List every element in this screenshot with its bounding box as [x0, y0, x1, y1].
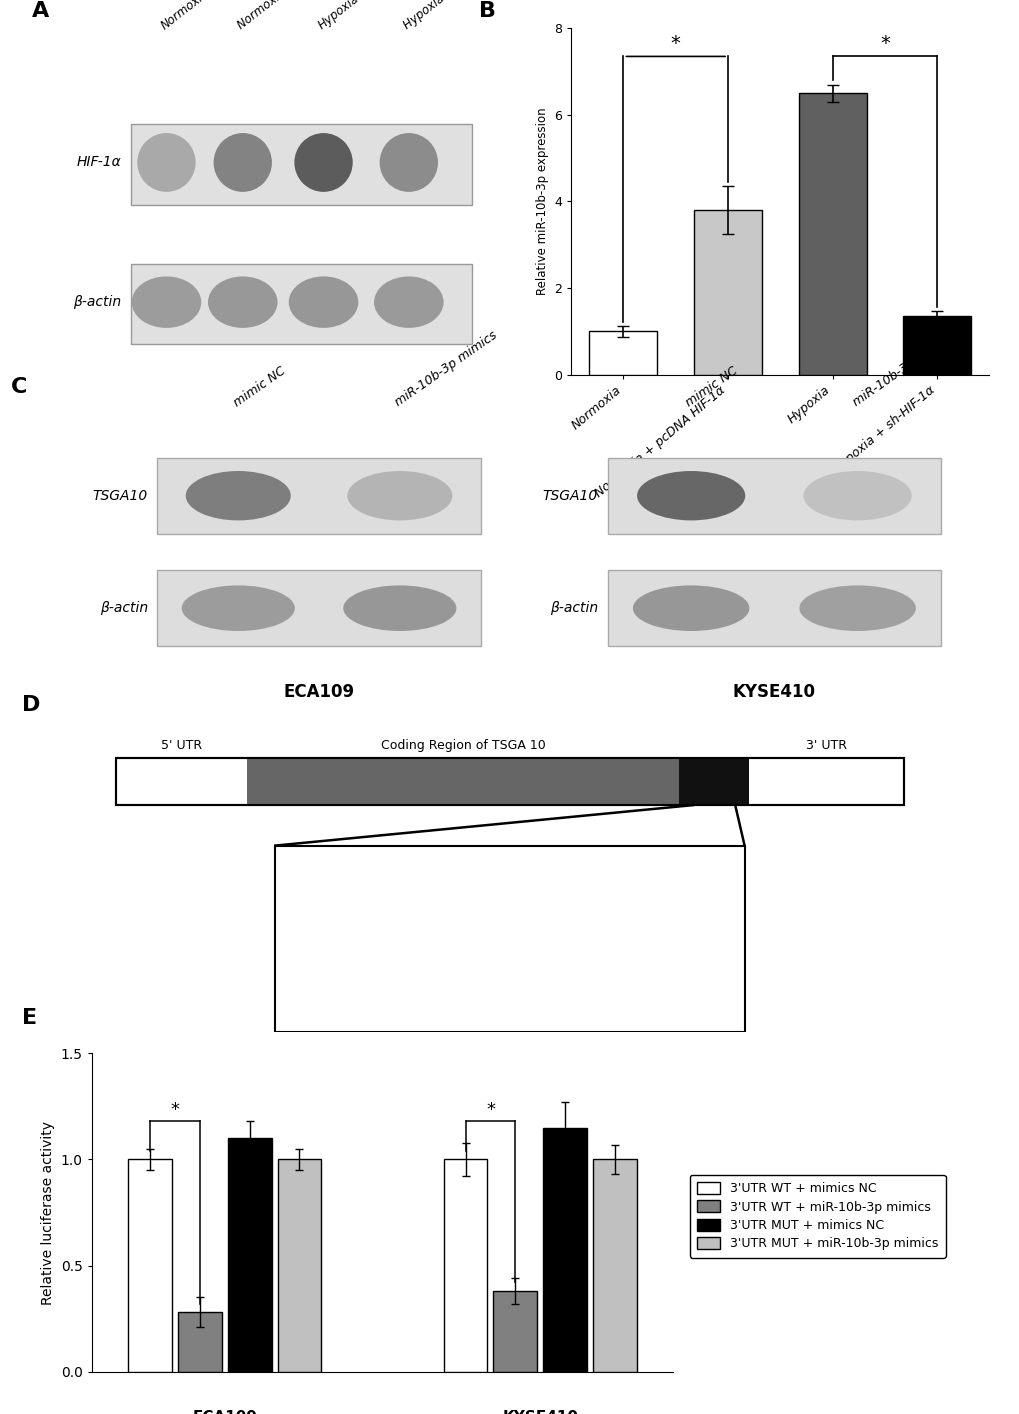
- Text: Hypoxia + sh-HIF-1α: Hypoxia + sh-HIF-1α: [400, 0, 504, 33]
- Text: Coding Region of TSGA 10: Coding Region of TSGA 10: [380, 740, 545, 752]
- Text: β-actin: β-actin: [73, 296, 121, 310]
- Text: ...U: ...U: [453, 984, 483, 998]
- Text: Normoxia: Normoxia: [158, 0, 211, 33]
- Text: TSGA10-MUT: TSGA10-MUT: [284, 984, 367, 998]
- Bar: [607, 570, 940, 646]
- Text: 3' UTR: 3' UTR: [805, 740, 847, 752]
- Text: A...: A...: [542, 932, 573, 946]
- Text: E: E: [22, 1008, 37, 1028]
- Bar: [543, 1128, 587, 1372]
- Bar: [157, 570, 480, 646]
- Text: β-actin: β-actin: [549, 601, 597, 615]
- Text: ECA109: ECA109: [192, 1410, 257, 1414]
- Ellipse shape: [347, 471, 451, 520]
- Ellipse shape: [799, 585, 915, 631]
- Bar: [679, 758, 749, 805]
- Text: TSGA10-WT: TSGA10-WT: [284, 880, 359, 894]
- Text: miR-10b-3p: miR-10b-3p: [284, 932, 357, 946]
- Y-axis label: Relative miR-10b-3p expression: Relative miR-10b-3p expression: [535, 107, 548, 296]
- Ellipse shape: [288, 277, 358, 328]
- Text: *: *: [879, 34, 889, 52]
- Text: C: C: [10, 378, 26, 397]
- Text: UUAGAC: UUAGAC: [489, 932, 534, 946]
- Text: *: *: [170, 1102, 179, 1120]
- Bar: [277, 1159, 321, 1372]
- Bar: [116, 758, 903, 805]
- Text: KYSE410: KYSE410: [501, 1410, 578, 1414]
- Ellipse shape: [803, 471, 911, 520]
- Bar: [227, 1138, 271, 1372]
- Text: TSGA10: TSGA10: [542, 489, 597, 503]
- Y-axis label: Relative luciferase activity: Relative luciferase activity: [41, 1120, 55, 1305]
- Text: ...C: ...C: [453, 932, 483, 946]
- Ellipse shape: [185, 471, 290, 520]
- Bar: [177, 1312, 221, 1372]
- Bar: [902, 317, 970, 375]
- Text: A...: A...: [542, 984, 573, 998]
- Text: β-actin: β-actin: [100, 601, 148, 615]
- Text: TTAGAC: TTAGAC: [489, 984, 534, 998]
- Text: miR-10b-3p mimics: miR-10b-3p mimics: [392, 328, 499, 409]
- Bar: [116, 758, 903, 805]
- Ellipse shape: [637, 471, 745, 520]
- Text: TSGA10: TSGA10: [93, 489, 148, 503]
- Text: Hypoxia: Hypoxia: [315, 0, 361, 33]
- Bar: [130, 263, 471, 345]
- Bar: [589, 331, 657, 375]
- Ellipse shape: [131, 277, 201, 328]
- Bar: [493, 1291, 537, 1372]
- Text: KYSE410: KYSE410: [733, 683, 815, 701]
- Bar: [593, 1159, 636, 1372]
- Ellipse shape: [374, 277, 443, 328]
- Text: B: B: [479, 1, 495, 21]
- Bar: [157, 458, 480, 533]
- Text: miR-10b-3p mimics: miR-10b-3p mimics: [849, 328, 956, 409]
- Ellipse shape: [343, 585, 455, 631]
- Text: A: A: [32, 1, 49, 21]
- Bar: [443, 1159, 487, 1372]
- Bar: [798, 93, 866, 375]
- Ellipse shape: [213, 133, 272, 192]
- Text: HIF-1α: HIF-1α: [76, 156, 121, 170]
- Ellipse shape: [379, 133, 437, 192]
- Bar: [607, 458, 940, 533]
- Text: *: *: [485, 1102, 494, 1120]
- Text: Normoxia + pcDNA-HIF-1α: Normoxia + pcDNA-HIF-1α: [234, 0, 366, 33]
- Bar: [130, 124, 471, 205]
- Text: ECA109: ECA109: [283, 683, 355, 701]
- Text: A...: A...: [542, 880, 573, 894]
- Ellipse shape: [208, 277, 277, 328]
- Text: mimic NC: mimic NC: [230, 363, 287, 409]
- Text: 5' UTR: 5' UTR: [161, 740, 202, 752]
- Legend: 3'UTR WT + mimics NC, 3'UTR WT + miR-10b-3p mimics, 3'UTR MUT + mimics NC, 3'UTR: 3'UTR WT + mimics NC, 3'UTR WT + miR-10b…: [689, 1175, 945, 1257]
- Text: AAUCUG: AAUCUG: [489, 880, 534, 894]
- Text: ...U: ...U: [453, 880, 483, 894]
- Ellipse shape: [138, 133, 196, 192]
- Bar: [693, 211, 761, 375]
- Text: *: *: [671, 34, 680, 52]
- Bar: [275, 846, 744, 1032]
- Ellipse shape: [294, 133, 353, 192]
- Bar: [247, 758, 679, 805]
- Text: mimic NC: mimic NC: [683, 363, 740, 409]
- Text: D: D: [22, 694, 41, 715]
- Bar: [128, 1159, 171, 1372]
- Ellipse shape: [632, 585, 749, 631]
- Ellipse shape: [181, 585, 294, 631]
